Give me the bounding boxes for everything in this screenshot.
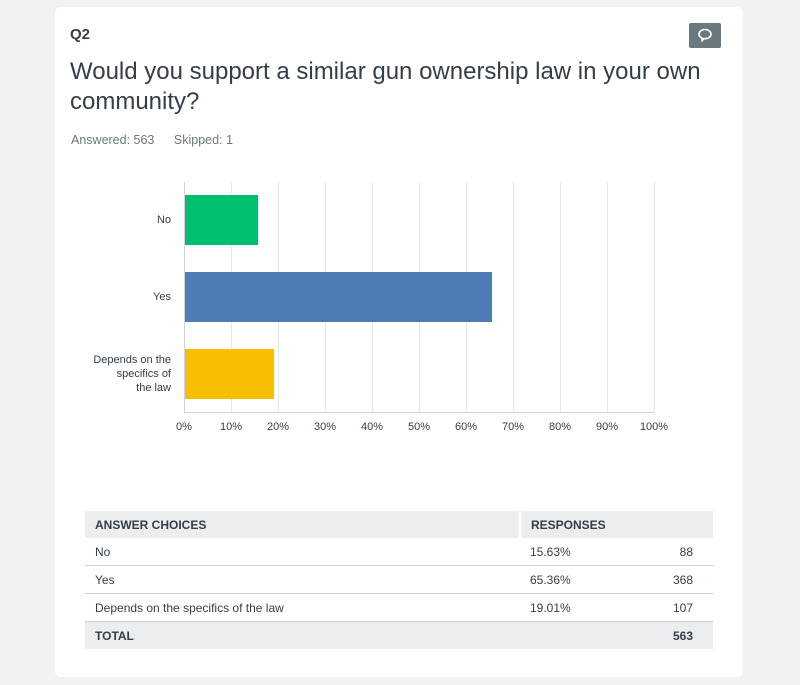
answered-count: Answered: 563 (71, 133, 155, 147)
header-answer-choices: ANSWER CHOICES (85, 511, 520, 538)
skipped-count: Skipped: 1 (173, 133, 233, 147)
x-tick-label: 40% (360, 421, 384, 433)
response-percent: 15.63% (520, 538, 626, 566)
x-tick-label: 60% (454, 421, 478, 433)
total-count: 563 (625, 621, 713, 649)
plot-area (184, 182, 655, 413)
gridline (513, 182, 514, 412)
x-tick-label: 30% (313, 421, 337, 433)
x-tick-label: 70% (501, 421, 525, 433)
question-title: Would you support a similar gun ownershi… (70, 58, 701, 115)
gridline (560, 182, 561, 412)
category-label: Depends on the specifics of the law (93, 354, 171, 394)
response-percent: 19.01% (520, 593, 626, 622)
response-stats: Answered: 563 Skipped: 1 (71, 133, 249, 147)
category-label: Yes (153, 291, 171, 303)
question-number: Q2 (70, 26, 91, 43)
x-tick-label: 50% (407, 421, 431, 433)
category-label: No (156, 214, 171, 226)
x-tick-label: 0% (176, 421, 192, 433)
total-label: TOTAL (85, 621, 520, 649)
bar-chart: 0% 10% 20% 30% 40% 50% 60% 70% 80% 90% 100% No Yes De… (55, 7, 743, 477)
table-total-row: TOTAL 563 (85, 621, 713, 649)
answer-choice: Depends on the specifics of the law (85, 593, 520, 622)
speech-bubble-icon (698, 28, 712, 42)
header-responses: RESPONSES (519, 511, 713, 538)
bar-no[interactable] (185, 195, 259, 245)
x-tick-label: 20% (266, 421, 290, 433)
answer-choice: No (85, 538, 520, 566)
table-header-row: ANSWER CHOICES RESPONSES (85, 511, 713, 538)
bar-depends-on-the-specifics-of-the-law[interactable] (185, 349, 275, 399)
x-tick-label: 90% (595, 421, 619, 433)
total-spacer (520, 621, 626, 649)
x-axis-line (184, 412, 654, 413)
question-card: Q2 Would you support a similar gun owner… (55, 7, 743, 677)
comment-button[interactable] (689, 23, 721, 48)
response-count: 88 (625, 538, 713, 566)
table-row: No 15.63% 88 (85, 538, 713, 566)
gridline (607, 182, 608, 412)
response-percent: 65.36% (520, 565, 626, 594)
x-tick-label: 100% (639, 421, 669, 433)
response-count: 107 (625, 593, 713, 622)
answer-choice: Yes (85, 565, 520, 594)
y-axis-line (184, 182, 185, 412)
table-row: Depends on the specifics of the law 19.0… (85, 593, 713, 622)
x-tick-label: 10% (219, 421, 243, 433)
x-tick-label: 80% (548, 421, 572, 433)
bar-yes[interactable] (185, 272, 493, 322)
table-row: Yes 65.36% 368 (85, 565, 713, 594)
gridline (654, 182, 655, 412)
responses-table: ANSWER CHOICES RESPONSES No 15.63% 88 Ye… (85, 511, 713, 649)
response-count: 368 (625, 565, 713, 594)
